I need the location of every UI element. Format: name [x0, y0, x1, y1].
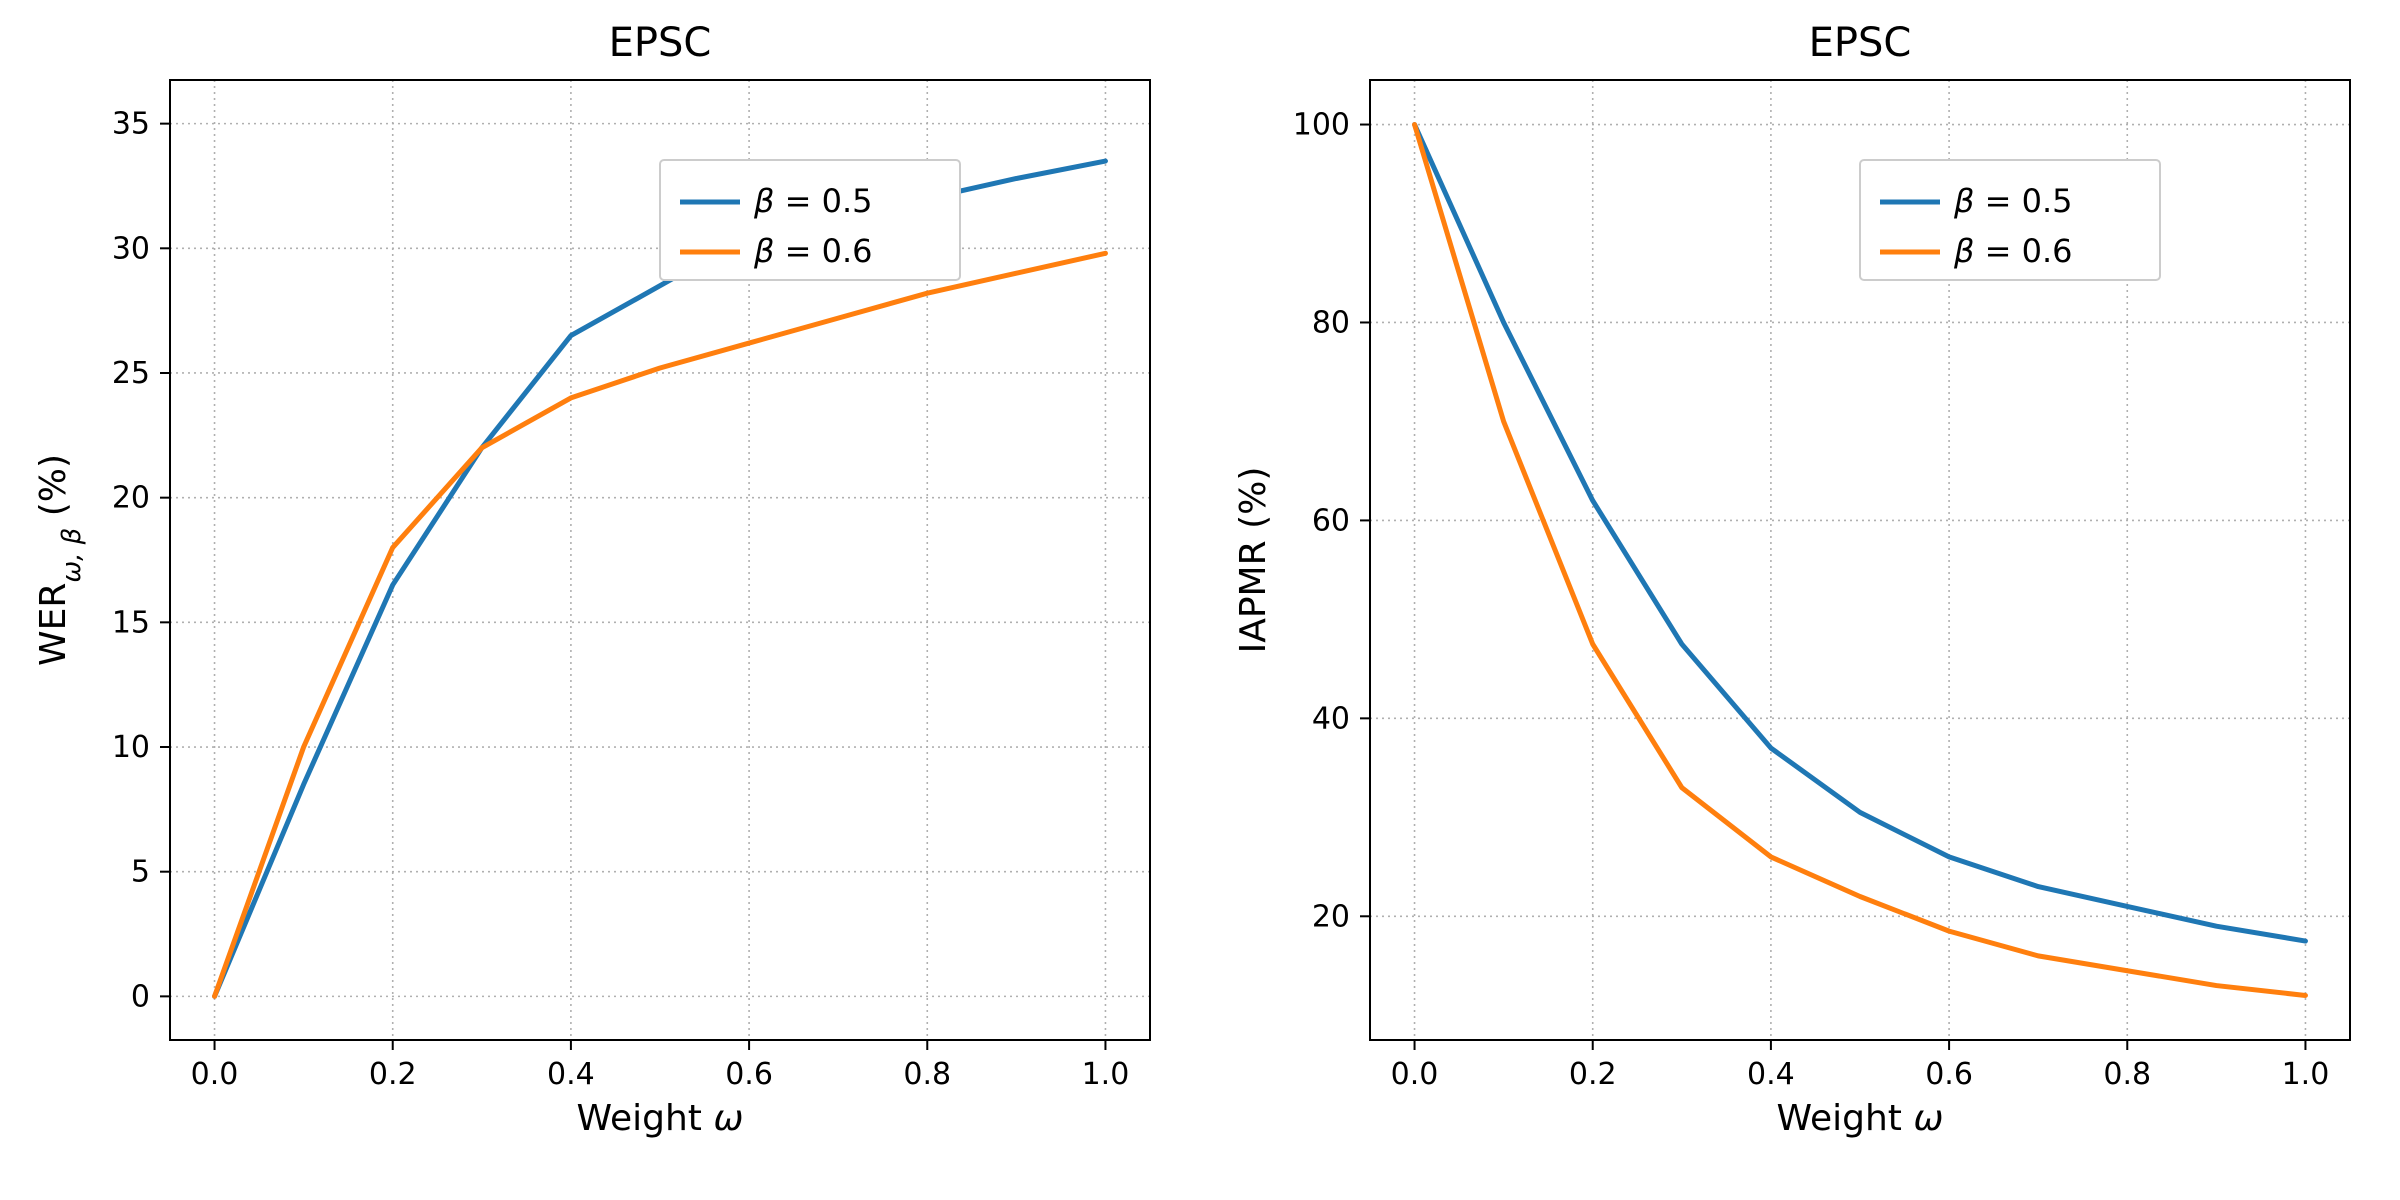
y-tick-label: 35	[112, 107, 150, 142]
y-axis-label: WERω, β (%)	[33, 454, 87, 666]
x-tick-label: 0.8	[2103, 1057, 2151, 1092]
y-tick-label: 10	[112, 730, 150, 765]
y-tick-label: 25	[112, 356, 150, 391]
x-tick-label: 0.4	[547, 1057, 595, 1092]
legend-label: β = 0.6	[753, 232, 872, 270]
series-line	[215, 161, 1106, 996]
x-axis-label: Weight ω	[576, 1098, 743, 1139]
x-tick-label: 0.0	[1391, 1057, 1439, 1092]
x-tick-label: 0.2	[369, 1057, 417, 1092]
chart-title: EPSC	[1809, 20, 1912, 66]
x-axis-label: Weight ω	[1776, 1098, 1943, 1139]
y-tick-label: 40	[1312, 701, 1350, 736]
y-axis-label: IAPMR (%)	[1233, 467, 1274, 654]
x-tick-label: 1.0	[2282, 1057, 2330, 1092]
y-tick-label: 0	[131, 979, 150, 1014]
right-chart-svg: 0.0 0.2 0.4 0.6 0.8 1.0 20 40 60 80 100 EPSC Weight …	[1200, 0, 2400, 1200]
figure: 0.0 0.2 0.4 0.6 0.8 1.0 0 5 10 15 20 25 30 35 EPSC Weig…	[0, 0, 2400, 1200]
left-chart-svg: 0.0 0.2 0.4 0.6 0.8 1.0 0 5 10 15 20 25 30 35 EPSC Weig…	[0, 0, 1200, 1200]
x-tick-label: 0.4	[1747, 1057, 1795, 1092]
legend-label: β = 0.5	[1953, 182, 2072, 220]
y-tick-label: 60	[1312, 503, 1350, 538]
left-panel: 0.0 0.2 0.4 0.6 0.8 1.0 0 5 10 15 20 25 30 35 EPSC Weig…	[0, 0, 1200, 1200]
y-tick-label: 100	[1293, 108, 1350, 143]
x-tick-label: 0.0	[191, 1057, 239, 1092]
series-line	[215, 253, 1106, 996]
y-tick-label: 80	[1312, 305, 1350, 340]
x-tick-label: 0.8	[903, 1057, 951, 1092]
y-tick-label: 15	[112, 605, 150, 640]
x-tick-label: 0.6	[1925, 1057, 1973, 1092]
y-tick-label: 20	[1312, 899, 1350, 934]
y-tick-label: 20	[112, 481, 150, 516]
y-tick-label: 30	[112, 231, 150, 266]
legend-label: β = 0.6	[1953, 232, 2072, 270]
chart-title: EPSC	[609, 20, 712, 66]
x-tick-label: 1.0	[1082, 1057, 1130, 1092]
y-tick-label: 5	[131, 855, 150, 890]
legend-label: β = 0.5	[753, 182, 872, 220]
right-panel: 0.0 0.2 0.4 0.6 0.8 1.0 20 40 60 80 100 EPSC Weight …	[1200, 0, 2400, 1200]
x-tick-label: 0.2	[1569, 1057, 1617, 1092]
x-tick-label: 0.6	[725, 1057, 773, 1092]
